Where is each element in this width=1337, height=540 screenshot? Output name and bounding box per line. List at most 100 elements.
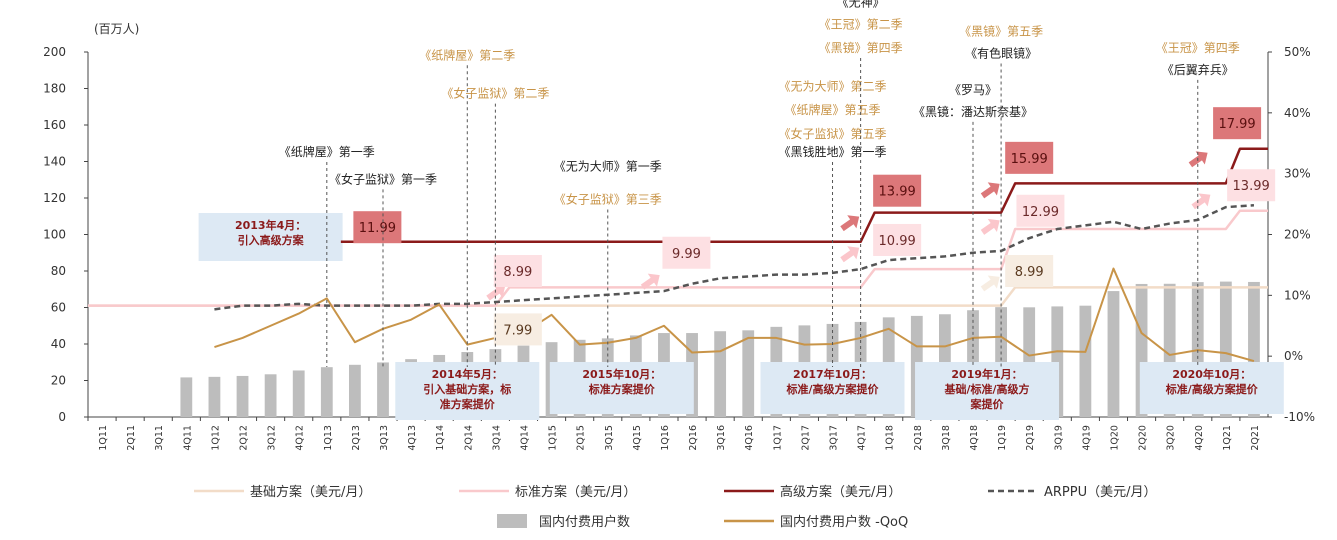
annotation-text: 《黑镜》第五季 — [959, 24, 1043, 39]
legend-label: 基础方案（美元/月） — [250, 484, 371, 500]
price-label-box — [1016, 194, 1065, 227]
legend-label: ARPPU（美元/月） — [1044, 485, 1157, 500]
price-label-text: 10.99 — [879, 234, 916, 249]
y2-tick-label: 20% — [1284, 228, 1311, 242]
x-tick-label: 4Q14 — [519, 425, 530, 451]
annotation-text: 《纸牌屋》第一季 — [279, 145, 375, 159]
event-box-text: 准方案提价 — [440, 397, 496, 411]
annotation-text: 《罗马》 — [949, 83, 997, 97]
x-tick-label: 1Q18 — [885, 425, 896, 451]
event-box — [915, 362, 1060, 420]
users-bar — [1135, 283, 1148, 417]
x-tick-label: 3Q18 — [941, 425, 952, 451]
users-bar — [236, 375, 249, 417]
price-label-text: 7.99 — [503, 323, 532, 338]
x-tick-label: 3Q17 — [829, 425, 840, 451]
price-label-text: 17.99 — [1218, 117, 1255, 132]
x-tick-label: 1Q16 — [660, 425, 671, 451]
users-bar — [320, 367, 333, 417]
y-axis-unit-label: (百万人) — [94, 22, 139, 36]
x-tick-label: 3Q14 — [491, 425, 502, 451]
x-tick-label: 4Q19 — [1081, 425, 1092, 451]
users-bar — [1079, 305, 1092, 417]
y-tick-label: 120 — [43, 191, 66, 205]
legend-label: 国内付费用户数 — [539, 514, 630, 530]
x-tick-label: 4Q20 — [1194, 425, 1205, 451]
price-label-box — [1005, 141, 1054, 174]
users-bar — [1051, 306, 1064, 417]
x-tick-label: 2Q14 — [463, 425, 474, 451]
price-label-text: 13.99 — [1233, 179, 1270, 194]
users-bar — [208, 376, 221, 417]
price-label-box — [1213, 107, 1262, 140]
price-label-text: 12.99 — [1022, 205, 1059, 220]
event-box-text: 2017年10月： — [793, 367, 872, 381]
price-label-box — [662, 236, 711, 269]
annotation-text: 《黑钱胜地》第一季 — [779, 144, 887, 159]
y2-tick-label: 10% — [1284, 288, 1311, 302]
event-box — [1139, 362, 1284, 414]
y2-tick-label: 50% — [1284, 45, 1311, 59]
price-label-text: 15.99 — [1011, 152, 1048, 167]
x-tick-label: 2Q17 — [800, 425, 811, 451]
x-tick-label: 4Q17 — [857, 425, 868, 451]
annotation-text: 《无为大师》第二季 — [779, 79, 887, 93]
y-tick-label: 100 — [43, 228, 66, 242]
event-box-text: 案提价 — [970, 397, 1005, 411]
basic-plan-line — [88, 286, 1268, 307]
standard-plan-line — [88, 209, 1268, 307]
premium-plan-line — [340, 147, 1268, 244]
event-box — [395, 362, 540, 420]
y-tick-label: 180 — [43, 82, 66, 96]
x-tick-label: 3Q11 — [154, 425, 165, 451]
price-label-text: 8.99 — [503, 265, 532, 280]
event-box-text: 基础/标准/高级方 — [944, 382, 1030, 396]
x-tick-label: 2Q21 — [1250, 425, 1261, 451]
users-bar — [349, 364, 361, 417]
price-label-box — [493, 313, 542, 346]
event-box-text: 2013年4月： — [235, 218, 306, 232]
y-tick-label: 0 — [58, 410, 66, 424]
event-box-text: 2014年5月： — [432, 367, 503, 381]
event-box-text: 引入高级方案 — [238, 233, 305, 247]
x-tick-label: 3Q20 — [1166, 425, 1177, 451]
annotation-text: 《纸牌屋》第二季 — [419, 48, 515, 62]
legend-swatch-bar — [497, 514, 527, 528]
users-bar — [180, 377, 193, 417]
price-up-arrow — [840, 246, 860, 263]
price-up-arrow — [1191, 193, 1211, 210]
x-tick-label: 2Q20 — [1138, 425, 1149, 451]
x-tick-label: 1Q12 — [210, 425, 221, 451]
users-bar — [714, 331, 727, 417]
price-up-arrow — [980, 182, 1000, 199]
event-box — [198, 213, 343, 261]
users-bar — [377, 362, 389, 417]
x-tick-label: 1Q14 — [435, 425, 446, 451]
x-tick-label: 2Q11 — [126, 425, 137, 451]
x-tick-label: 2Q18 — [913, 425, 924, 451]
x-tick-label: 2Q13 — [351, 425, 362, 451]
x-tick-label: 2Q19 — [1025, 425, 1036, 451]
event-box — [760, 362, 905, 414]
y-tick-label: 20 — [51, 374, 66, 388]
x-tick-label: 1Q19 — [997, 425, 1008, 451]
users-bar — [1219, 281, 1232, 417]
x-tick-label: 4Q12 — [295, 425, 306, 451]
x-tick-label: 1Q13 — [323, 425, 334, 451]
x-tick-label: 3Q15 — [604, 425, 615, 451]
price-label-box — [353, 211, 402, 244]
annotation-text: 《无为大师》第一季 — [554, 160, 662, 174]
y2-tick-label: 40% — [1284, 106, 1311, 120]
x-tick-label: 2Q12 — [239, 425, 250, 451]
annotation-text: 《黑镜：潘达斯奈基》 — [913, 104, 1033, 119]
price-label-text: 8.99 — [1015, 265, 1044, 280]
annotation-text: 《女子监狱》第三季 — [554, 191, 662, 206]
price-label-box — [493, 255, 542, 287]
price-label-text: 11.99 — [359, 221, 396, 236]
x-tick-label: 4Q13 — [407, 425, 418, 451]
y2-tick-label: 30% — [1284, 167, 1311, 181]
event-box-text: 标准/高级方案提价 — [1165, 382, 1259, 396]
users-bar — [292, 370, 305, 417]
annotation-text: 《有色眼镜》 — [965, 45, 1037, 60]
x-tick-label: 1Q20 — [1109, 425, 1120, 451]
